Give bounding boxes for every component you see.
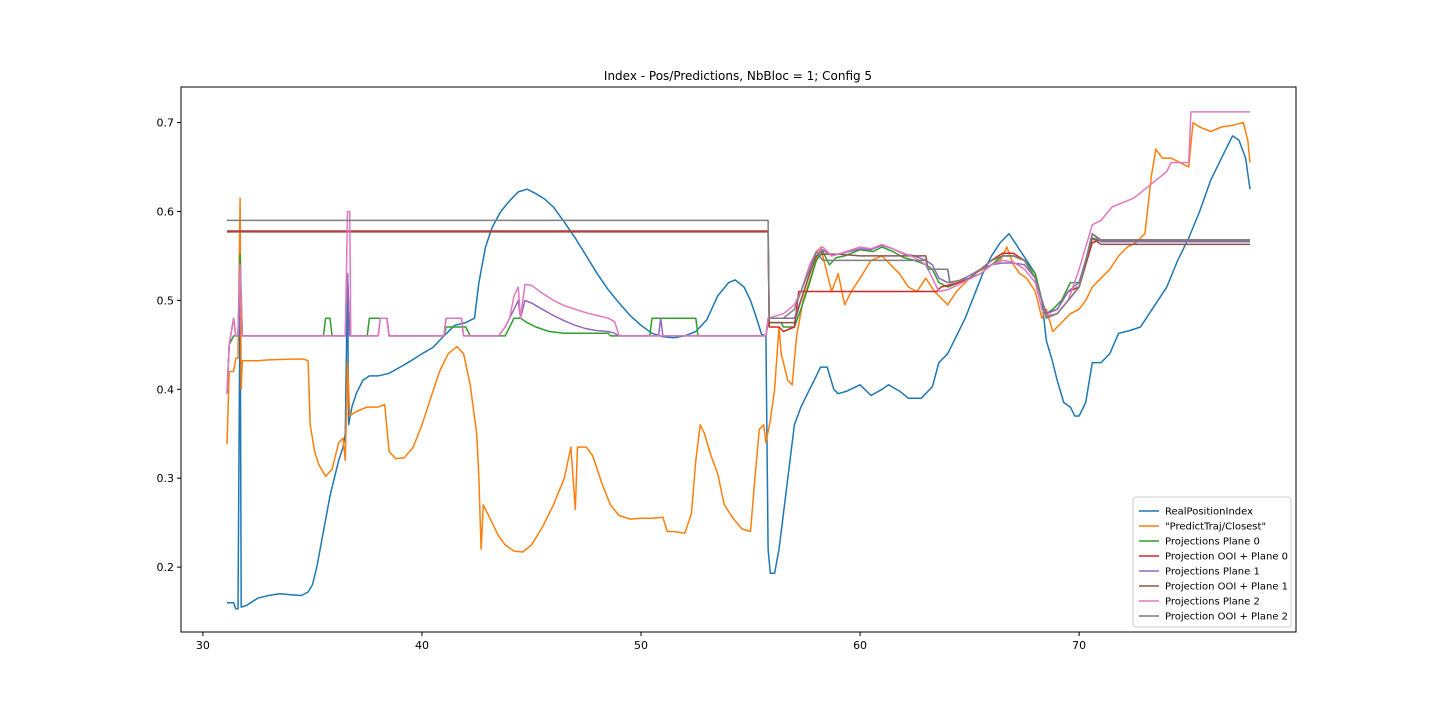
x-tick-label: 60 [853, 639, 867, 652]
x-tick-label: 40 [415, 639, 429, 652]
y-tick-label: 0.3 [157, 472, 175, 485]
chart-title: Index - Pos/Predictions, NbBloc = 1; Con… [604, 69, 872, 83]
series-line-3 [227, 230, 1250, 333]
series-layer [226, 111, 1251, 610]
y-tick-label: 0.4 [157, 383, 175, 396]
legend-label: Projections Plane 2 [1165, 597, 1260, 608]
x-tick-label: 30 [196, 639, 210, 652]
x-tick-label: 70 [1072, 639, 1086, 652]
legend-label: Projection OOI + Plane 1 [1165, 582, 1288, 593]
legend-label: Projection OOI + Plane 2 [1165, 612, 1288, 623]
legend-label: Projection OOI + Plane 0 [1165, 552, 1288, 563]
x-tick-label: 50 [634, 639, 648, 652]
y-tick-label: 0.2 [157, 561, 175, 574]
legend-label: "PredictTraj/Closest" [1165, 522, 1266, 533]
legend-label: RealPositionIndex [1165, 507, 1253, 518]
axis-layer: 30 40 50 60 70 0.2 0.3 0.4 0.5 0.6 0.7 [157, 117, 1087, 652]
y-tick-label: 0.7 [157, 117, 175, 130]
series-line-6 [226, 111, 1250, 394]
legend-box [1132, 496, 1292, 628]
series-line-7 [227, 219, 1250, 319]
legend: RealPositionIndex "PredictTraj/Closest" Pr… [1132, 496, 1292, 628]
y-tick-label: 0.5 [157, 294, 175, 307]
y-tick-label: 0.6 [157, 205, 175, 218]
plot-frame [180, 86, 1297, 633]
legend-label: Projections Plane 1 [1165, 567, 1260, 578]
legend-label: Projections Plane 0 [1165, 537, 1260, 548]
series-line-1 [226, 121, 1251, 553]
